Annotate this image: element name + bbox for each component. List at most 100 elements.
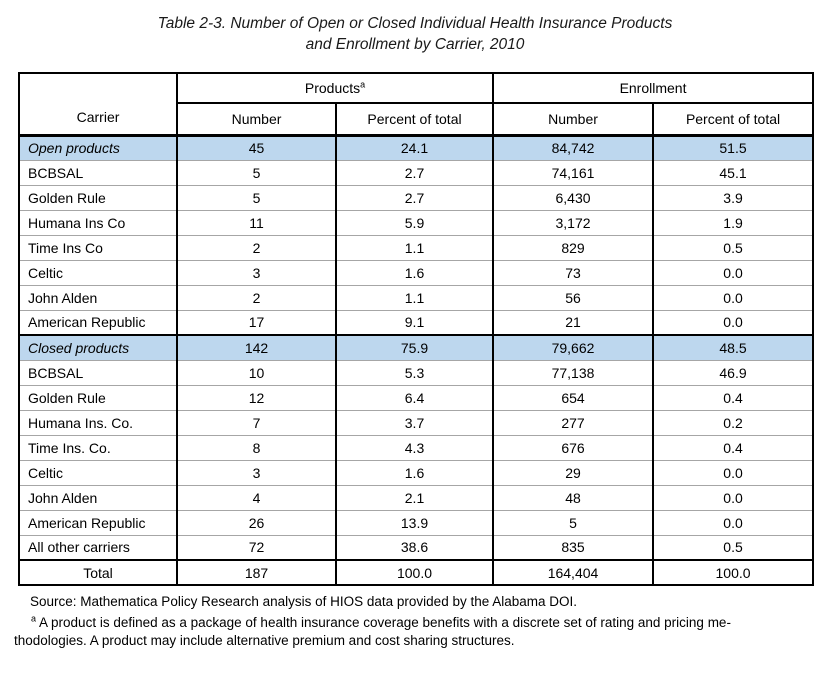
section-row-open-products: Open products 45 24.1 84,742 51.5 (19, 134, 814, 160)
carrier-cell: Humana Ins. Co. (19, 409, 177, 435)
enrollment-percent-cell: 0.0 (652, 509, 814, 535)
products-percent-cell: 6.4 (334, 384, 494, 410)
footnote-reference-marker: a (360, 79, 366, 90)
carrier-row: BCBSAL 10 5.3 77,138 46.9 (19, 359, 814, 385)
carrier-cell: American Republic (19, 309, 177, 335)
carrier-row: Humana Ins Co 11 5.9 3,172 1.9 (19, 209, 814, 235)
section-row-closed-products: Closed products 142 75.9 79,662 48.5 (19, 334, 814, 360)
enrollment-number-cell: 654 (492, 384, 654, 410)
products-number-cell: 17 (176, 309, 336, 335)
enrollment-number-cell: 21 (492, 309, 654, 335)
products-percent-cell: 24.1 (334, 134, 494, 160)
products-percent-cell: 13.9 (334, 509, 494, 535)
enrollment-percent-cell: 1.9 (652, 209, 814, 235)
enrollment-percent-cell: 48.5 (652, 334, 814, 360)
products-number-cell: 8 (176, 434, 336, 460)
enrollment-percent-cell: 0.0 (652, 259, 814, 285)
products-number-cell: 12 (176, 384, 336, 410)
products-number-cell: 10 (176, 359, 336, 385)
products-percent-cell: 3.7 (334, 409, 494, 435)
total-row: Total 187 100.0 164,404 100.0 (19, 559, 814, 585)
products-number-cell: 5 (176, 184, 336, 210)
products-number-cell: 2 (176, 284, 336, 310)
products-number-cell: 142 (176, 334, 336, 360)
enrollment-percent-cell: 0.0 (652, 284, 814, 310)
products-percent-cell: 5.3 (334, 359, 494, 385)
table-title-line2: and Enrollment by Carrier, 2010 (305, 36, 525, 53)
carrier-cell: Closed products (19, 334, 177, 360)
carrier-row: Time Ins. Co. 8 4.3 676 0.4 (19, 434, 814, 460)
products-percent-cell: 75.9 (334, 334, 494, 360)
enrollment-percent-cell: 0.0 (652, 484, 814, 510)
carrier-row: Golden Rule 12 6.4 654 0.4 (19, 384, 814, 410)
carrier-cell: American Republic (19, 509, 177, 535)
enrollment-percent-cell: 0.0 (652, 309, 814, 335)
carrier-cell: Open products (19, 134, 177, 160)
products-number-cell: 3 (176, 259, 336, 285)
enrollment-percent-cell: 0.0 (652, 459, 814, 485)
products-percent-cell: 1.1 (334, 284, 494, 310)
enrollment-number-cell: 77,138 (492, 359, 654, 385)
products-number-cell: 5 (176, 159, 336, 185)
insurance-products-table: Carrier Productsa Enrollment Number Perc… (18, 72, 815, 586)
table-title: Table 2-3. Number of Open or Closed Indi… (0, 13, 830, 55)
products-percent-cell: 5.9 (334, 209, 494, 235)
carrier-cell: Time Ins Co (19, 234, 177, 260)
products-number-cell: 26 (176, 509, 336, 535)
enrollment-percent-cell: 0.5 (652, 234, 814, 260)
source-note: Source: Mathematica Policy Research anal… (30, 594, 578, 609)
enrollment-percent-cell: 3.9 (652, 184, 814, 210)
enrollment-percent-cell: 51.5 (652, 134, 814, 160)
enrollment-number-cell: 164,404 (492, 559, 654, 585)
products-percent-cell: 100.0 (334, 559, 494, 585)
carrier-row: BCBSAL 5 2.7 74,161 45.1 (19, 159, 814, 185)
products-percent-cell: 4.3 (334, 434, 494, 460)
carrier-cell: Golden Rule (19, 384, 177, 410)
carrier-row: John Alden 4 2.1 48 0.0 (19, 484, 814, 510)
column-group-products: Productsa (175, 73, 494, 104)
carrier-row: American Republic 26 13.9 5 0.0 (19, 509, 814, 535)
products-percent-cell: 2.1 (334, 484, 494, 510)
carrier-row: Golden Rule 5 2.7 6,430 3.9 (19, 184, 814, 210)
carrier-cell: John Alden (19, 284, 177, 310)
products-number-cell: 72 (176, 534, 336, 560)
enrollment-number-cell: 277 (492, 409, 654, 435)
column-header-products-percent: Percent of total (334, 103, 494, 137)
carrier-cell: BCBSAL (19, 359, 177, 385)
enrollment-number-cell: 56 (492, 284, 654, 310)
enrollment-number-cell: 48 (492, 484, 654, 510)
products-percent-cell: 1.6 (334, 259, 494, 285)
carrier-row: American Republic 17 9.1 21 0.0 (19, 309, 814, 335)
enrollment-number-cell: 835 (492, 534, 654, 560)
carrier-cell: Total (19, 559, 177, 585)
enrollment-percent-cell: 100.0 (652, 559, 814, 585)
carrier-row: Celtic 3 1.6 29 0.0 (19, 459, 814, 485)
footnote-text-line2: thodologies. A product may include alter… (14, 633, 515, 648)
enrollment-number-cell: 29 (492, 459, 654, 485)
products-number-cell: 45 (176, 134, 336, 160)
footnote: a A product is defined as a package of h… (14, 614, 820, 650)
enrollment-percent-cell: 0.5 (652, 534, 814, 560)
products-group-label: Products (304, 80, 361, 96)
carrier-cell: All other carriers (19, 534, 177, 560)
enrollment-percent-cell: 46.9 (652, 359, 814, 385)
enrollment-number-cell: 79,662 (492, 334, 654, 360)
carrier-row: Celtic 3 1.6 73 0.0 (19, 259, 814, 285)
enrollment-percent-cell: 0.2 (652, 409, 814, 435)
enrollment-percent-cell: 0.4 (652, 434, 814, 460)
products-number-cell: 7 (176, 409, 336, 435)
enrollment-number-cell: 84,742 (492, 134, 654, 160)
carrier-cell: BCBSAL (19, 159, 177, 185)
enrollment-percent-cell: 45.1 (652, 159, 814, 185)
header-group-row: Carrier Productsa Enrollment (19, 73, 814, 137)
column-group-enrollment: Enrollment (492, 73, 814, 104)
carrier-cell: Celtic (19, 259, 177, 285)
products-percent-cell: 1.6 (334, 459, 494, 485)
column-header-enrollment-percent: Percent of total (652, 103, 814, 137)
carrier-row: All other carriers 72 38.6 835 0.5 (19, 534, 814, 560)
carrier-cell: Time Ins. Co. (19, 434, 177, 460)
table-title-line1: Table 2-3. Number of Open or Closed Indi… (157, 15, 673, 32)
enrollment-number-cell: 5 (492, 509, 654, 535)
products-number-cell: 3 (176, 459, 336, 485)
